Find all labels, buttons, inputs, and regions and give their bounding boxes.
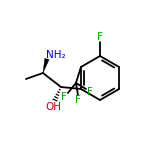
Text: F: F — [87, 87, 93, 97]
Text: NH₂: NH₂ — [46, 50, 66, 60]
Text: OH: OH — [45, 102, 61, 112]
Text: F: F — [61, 92, 67, 102]
Text: F: F — [97, 32, 103, 42]
Polygon shape — [43, 58, 49, 73]
Text: F: F — [75, 95, 81, 105]
